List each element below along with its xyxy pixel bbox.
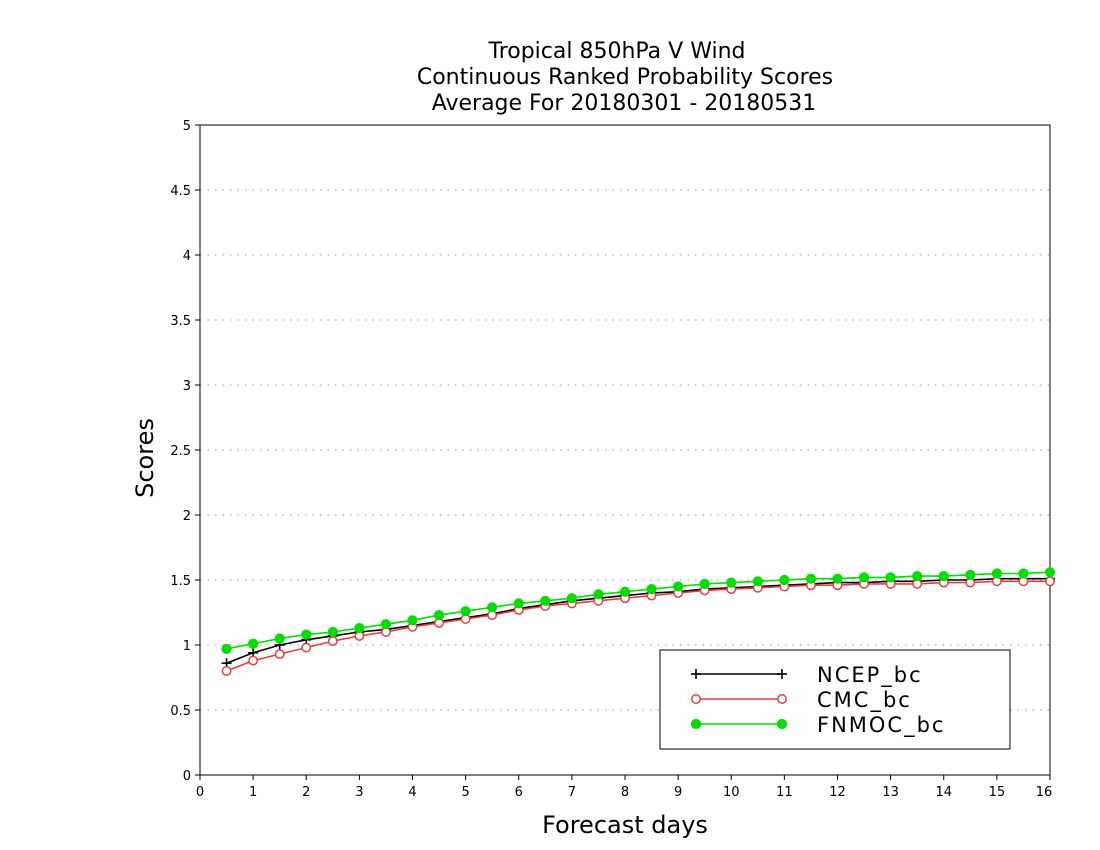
data-point (487, 602, 498, 613)
y-tick-label: 1 (183, 639, 191, 654)
data-point (832, 573, 843, 584)
x-tick-label: 0 (196, 785, 204, 800)
legend-entry-cmc-bc: CMC_bc (691, 688, 912, 713)
data-point (1044, 567, 1056, 578)
data-point (221, 643, 232, 655)
x-tick-label: 16 (1036, 785, 1053, 800)
data-point (938, 571, 949, 582)
x-tick-label: 11 (776, 785, 793, 800)
data-point (540, 595, 551, 606)
x-tick-label: 1 (249, 785, 257, 800)
x-tick-label: 6 (515, 785, 523, 800)
chart-title-line-2: Continuous Ranked Probability Scores (417, 65, 833, 90)
data-point (885, 572, 896, 583)
data-point (619, 586, 631, 597)
data-point (593, 589, 604, 600)
data-point (274, 633, 285, 644)
data-point (354, 623, 365, 634)
y-tick-label: 4.5 (170, 184, 191, 199)
data-point (433, 610, 445, 621)
y-axis-label: Scores (131, 418, 159, 498)
data-point (460, 606, 471, 617)
y-tick-label: 1.5 (170, 574, 191, 589)
gridlines (200, 124, 1050, 711)
y-tick-label: 0 (183, 769, 191, 784)
data-point (301, 629, 312, 640)
x-axis: 0 1 2 3 4 5 6 7 8 9 10 11 12 13 14 15 16 (196, 775, 1052, 800)
data-point (248, 655, 259, 666)
legend-label: NCEP_bc (817, 663, 923, 688)
data-point (274, 649, 285, 660)
y-tick-label: 3 (183, 379, 191, 394)
data-point (513, 598, 524, 609)
legend-entry-ncep-bc: NCEP_bc (691, 663, 923, 688)
chart-title-line-1: Tropical 850hPa V Wind (487, 39, 745, 64)
x-tick-label: 3 (355, 785, 363, 800)
data-point (699, 578, 710, 590)
data-point (912, 571, 923, 582)
legend-entry-fnmoc-bc: FNMOC_bc (690, 713, 945, 738)
x-tick-label: 12 (829, 785, 846, 800)
data-point (327, 636, 338, 647)
data-point (690, 718, 702, 730)
data-point (777, 669, 787, 679)
x-tick-label: 15 (989, 785, 1006, 800)
y-tick-label: 4 (183, 249, 191, 264)
x-tick-label: 2 (302, 785, 310, 800)
y-tick-label: 2 (183, 509, 191, 524)
series-group (221, 567, 1056, 676)
data-point (301, 642, 312, 653)
x-axis-label: Forecast days (542, 811, 708, 839)
x-tick-label: 14 (935, 785, 952, 800)
data-point (779, 574, 790, 586)
y-tick-label: 3.5 (170, 314, 191, 329)
y-tick-label: 0.5 (170, 704, 191, 719)
data-point (991, 568, 1002, 579)
y-axis: 0 0.5 1 1.5 2 2.5 3 3.5 4 4.5 5 (170, 119, 200, 784)
x-tick-label: 10 (723, 785, 740, 800)
y-tick-label: 5 (183, 119, 191, 134)
data-point (691, 694, 701, 704)
data-point (407, 615, 418, 626)
data-point (691, 669, 701, 679)
data-point (380, 619, 392, 630)
data-point (752, 576, 763, 587)
data-point (858, 572, 870, 583)
data-point (327, 626, 338, 638)
data-point (646, 584, 657, 595)
y-tick-label: 2.5 (170, 444, 191, 459)
data-point (965, 569, 976, 580)
x-tick-label: 7 (568, 785, 576, 800)
chart-title-line-3: Average For 20180301 - 20180531 (432, 91, 817, 116)
data-point (673, 581, 684, 592)
data-point (566, 593, 577, 604)
x-tick-label: 13 (882, 785, 899, 800)
legend-label: FNMOC_bc (817, 713, 945, 738)
data-point (776, 718, 788, 730)
x-tick-label: 5 (461, 785, 469, 800)
x-tick-label: 4 (408, 785, 416, 800)
data-point (221, 666, 232, 676)
data-point (777, 694, 787, 704)
data-point (248, 638, 259, 649)
data-point (726, 577, 737, 588)
x-tick-label: 9 (674, 785, 682, 800)
data-point (1045, 576, 1055, 587)
x-tick-label: 8 (621, 785, 629, 800)
data-point (1018, 568, 1029, 579)
series-fnmoc-bc (221, 567, 1056, 655)
data-point (805, 573, 817, 584)
chart-title: Tropical 850hPa V Wind Continuous Ranked… (417, 39, 833, 116)
legend-label: CMC_bc (817, 688, 912, 713)
